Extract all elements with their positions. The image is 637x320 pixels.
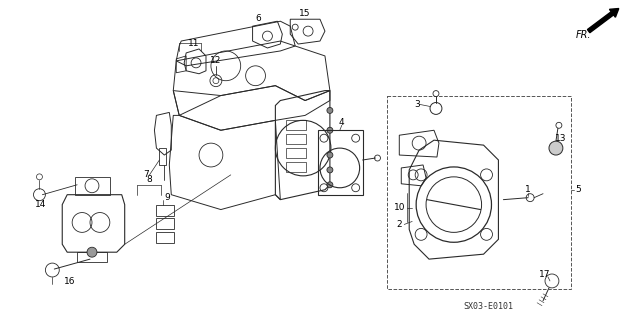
Text: 2: 2 (396, 220, 402, 229)
Text: 16: 16 (64, 277, 76, 286)
Text: 4: 4 (339, 118, 345, 127)
Text: 11: 11 (189, 38, 200, 48)
Text: 3: 3 (414, 100, 420, 109)
Circle shape (327, 182, 333, 188)
Circle shape (327, 127, 333, 133)
Bar (75, 177, 110, 195)
Circle shape (327, 152, 333, 158)
Bar (157, 219, 175, 229)
Circle shape (327, 167, 333, 173)
Bar (77, 252, 107, 262)
Bar (157, 232, 175, 243)
Text: 14: 14 (35, 200, 46, 209)
Text: 10: 10 (394, 203, 405, 212)
Text: 1: 1 (526, 185, 531, 194)
Text: 12: 12 (210, 56, 222, 65)
Text: 5: 5 (575, 185, 580, 194)
FancyArrow shape (587, 9, 619, 33)
Circle shape (327, 108, 333, 113)
Circle shape (549, 141, 563, 155)
Text: FR.: FR. (576, 30, 591, 40)
Bar (157, 204, 175, 215)
Bar (286, 162, 306, 172)
Text: 6: 6 (255, 14, 261, 23)
Text: 17: 17 (540, 269, 551, 278)
Bar (286, 134, 306, 144)
Bar (387, 96, 571, 289)
Text: 8: 8 (147, 175, 152, 184)
Text: 15: 15 (299, 9, 311, 18)
Text: 7: 7 (143, 170, 150, 180)
Bar (286, 120, 306, 130)
Text: 13: 13 (555, 134, 567, 143)
Bar (286, 148, 306, 158)
Circle shape (87, 247, 97, 257)
Bar (318, 130, 362, 195)
Text: 9: 9 (164, 193, 170, 202)
Text: SX03-E0101: SX03-E0101 (464, 302, 513, 311)
